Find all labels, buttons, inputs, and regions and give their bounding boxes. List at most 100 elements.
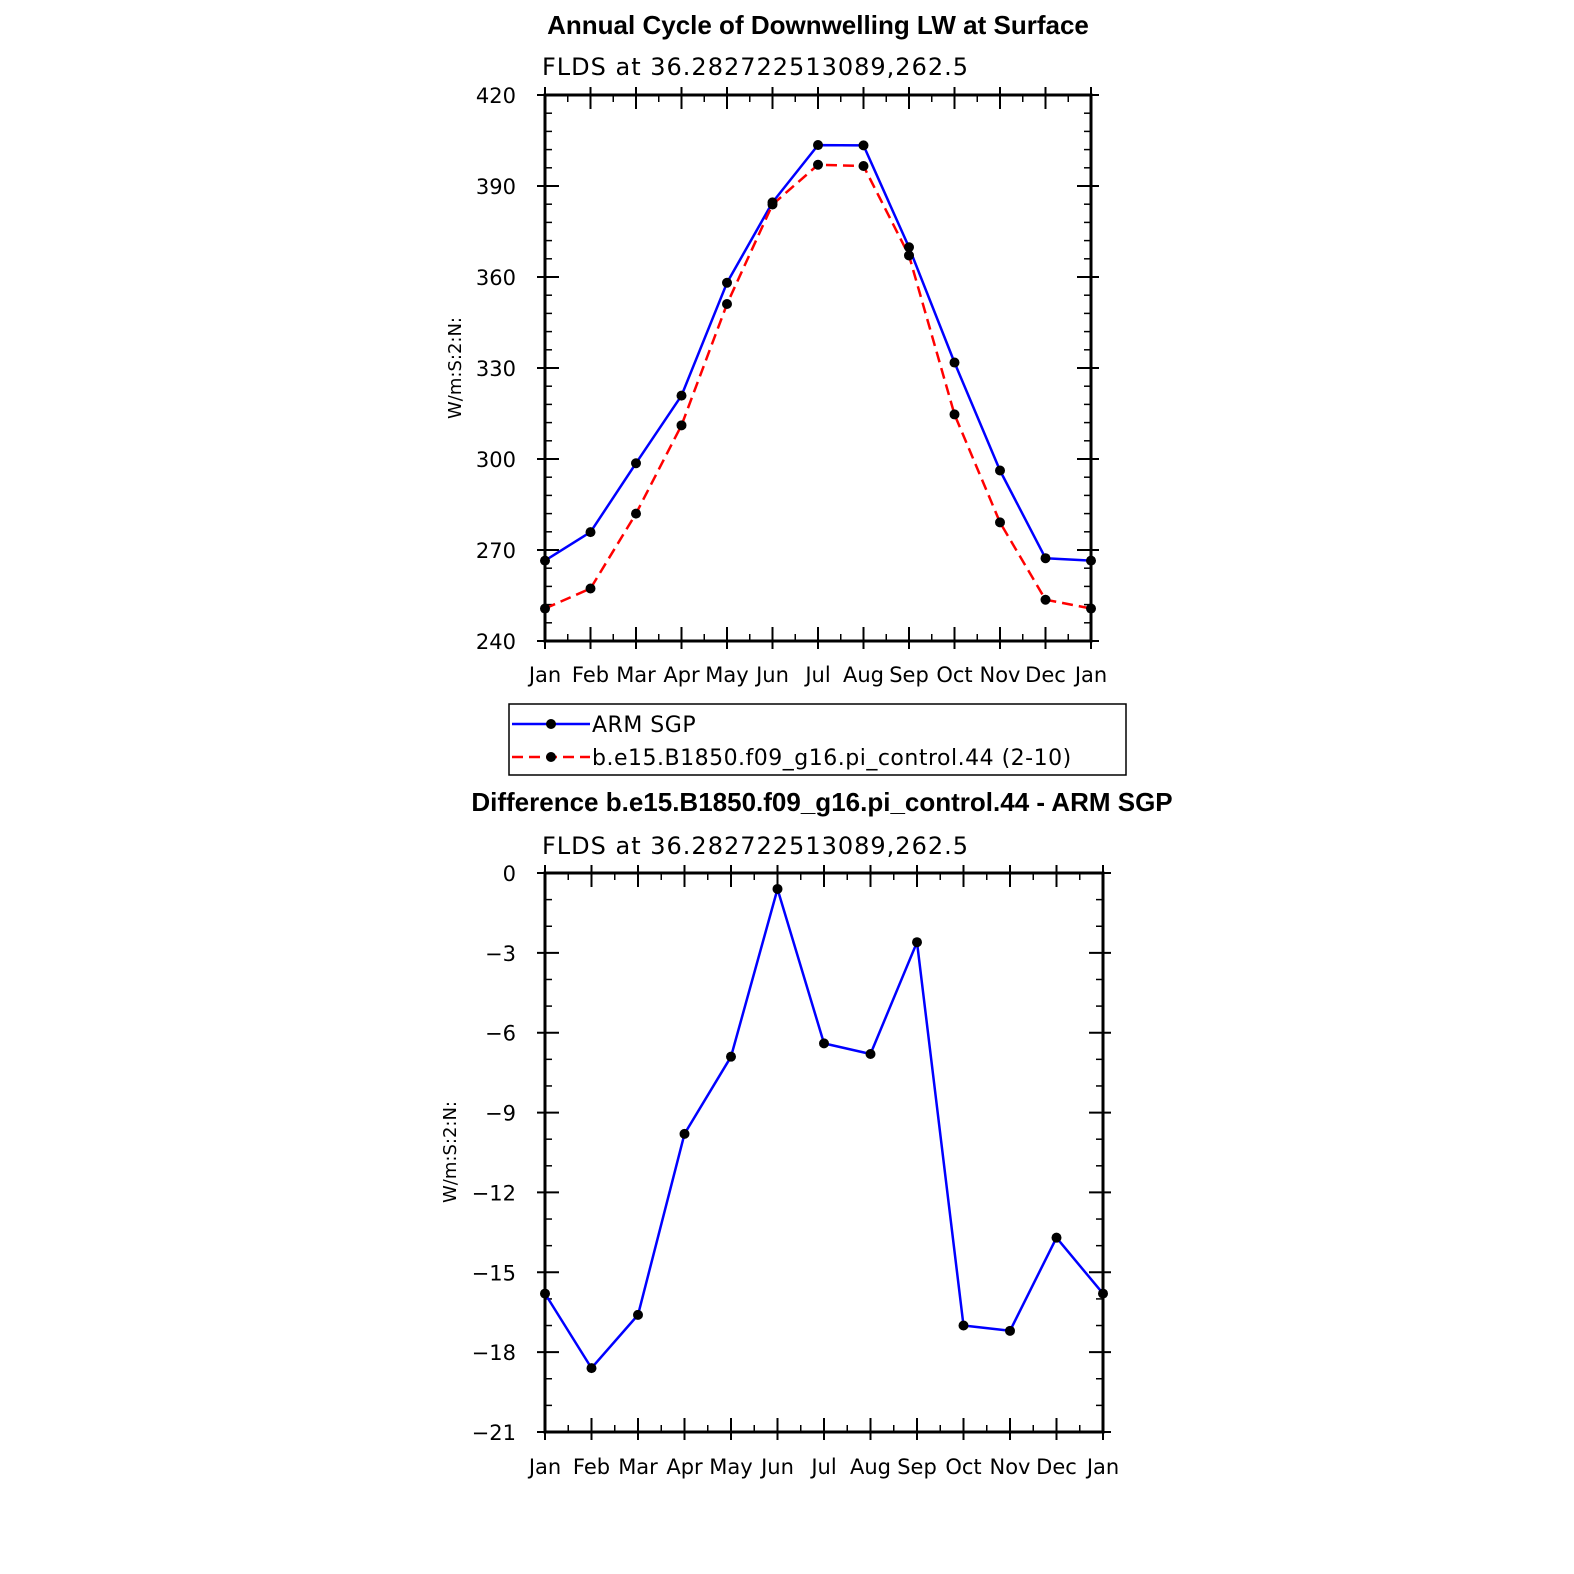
y-tick-label: −15 — [472, 1261, 516, 1285]
legend-label-model: b.e15.B1850.f09_g16.pi_control.44 (2-10) — [592, 746, 1072, 771]
x-tick-label: Sep — [897, 1455, 937, 1479]
plot-frame — [543, 871, 1105, 1434]
y-tick-label: −21 — [472, 1421, 516, 1445]
data-point — [676, 390, 687, 401]
x-tick-label: Jun — [754, 663, 789, 687]
legend-marker-model — [546, 752, 556, 762]
legend: ARM SGP b.e15.B1850.f09_g16.pi_control.4… — [508, 703, 1127, 776]
data-point — [540, 555, 550, 566]
data-point — [958, 1320, 969, 1331]
x-tick-label: Dec — [1036, 1455, 1077, 1479]
data-point — [1086, 603, 1096, 614]
x-tick-label: Jan — [1085, 1455, 1119, 1479]
series-line-0 — [544, 143, 1092, 562]
series-group — [540, 883, 1108, 1374]
y-tick-label: −12 — [472, 1181, 516, 1205]
chart-subtitle: FLDS at 36.282722513089,262.5 — [542, 832, 969, 860]
y-tick-labels: −21 −18 −15 −12 −9 −6 −3 0 — [472, 862, 516, 1445]
data-point — [540, 1288, 550, 1299]
chart-title: Difference b.e15.B1850.f09_g16.pi_contro… — [471, 787, 1172, 817]
annual-cycle-panel: Annual Cycle of Downwelling LW at Surfac… — [445, 10, 1107, 687]
x-tick-label: Feb — [572, 663, 609, 687]
y-tick-label: −9 — [485, 1102, 516, 1126]
data-point — [767, 199, 778, 210]
series-line-0 — [543, 887, 1104, 1370]
x-tick-label: Jan — [527, 663, 561, 687]
y-tick-label: 300 — [476, 448, 516, 472]
data-point — [679, 1128, 690, 1139]
y-axis-label: W/m:S:2:N: — [445, 317, 466, 419]
x-tick-label: May — [705, 663, 748, 687]
legend-label-arm-sgp: ARM SGP — [592, 713, 696, 738]
x-tick-label: Mar — [618, 1455, 658, 1479]
data-point — [1098, 1288, 1108, 1299]
y-tick-label: 360 — [476, 266, 516, 290]
data-point — [813, 159, 823, 170]
x-tick-label: Jul — [803, 663, 830, 687]
y-tick-label: −6 — [485, 1022, 516, 1046]
x-tick-label: Jun — [759, 1455, 794, 1479]
x-tick-label: Jan — [1073, 663, 1107, 687]
chart-title: Annual Cycle of Downwelling LW at Surfac… — [547, 10, 1089, 40]
x-tick-label: Mar — [616, 663, 656, 687]
chart-subtitle: FLDS at 36.282722513089,262.5 — [542, 53, 969, 81]
data-point — [1086, 555, 1096, 566]
x-tick-labels: Jan Feb Mar Apr May Jun Jul Aug Sep Oct Nov Dec Jan — [527, 1455, 1119, 1479]
data-point — [858, 140, 869, 151]
data-point — [995, 517, 1005, 528]
data-point — [949, 357, 960, 368]
data-point — [912, 937, 922, 948]
data-point — [949, 409, 960, 420]
x-tick-label: Oct — [936, 663, 972, 687]
y-axis-label: W/m:S:2:N: — [440, 1101, 461, 1203]
legend-box — [508, 703, 1127, 776]
data-point — [813, 140, 823, 151]
x-tick-label: Aug — [850, 1455, 891, 1479]
x-tick-label: Sep — [889, 663, 929, 687]
y-tick-label: 420 — [476, 84, 516, 108]
y-tick-label: 240 — [476, 630, 516, 654]
data-point — [633, 1309, 643, 1320]
data-point — [540, 603, 550, 614]
x-tick-label: May — [709, 1455, 752, 1479]
series-line-1 — [544, 163, 1092, 610]
data-point — [904, 250, 914, 261]
y-tick-labels: 240 270 300 330 360 390 420 — [476, 84, 516, 654]
y-tick-label: 330 — [476, 357, 516, 381]
x-tick-label: Apr — [666, 1455, 703, 1479]
x-tick-label: Oct — [945, 1455, 981, 1479]
data-point — [585, 583, 596, 594]
x-tick-label: Feb — [573, 1455, 610, 1479]
x-tick-label: Jul — [809, 1455, 836, 1479]
data-point — [631, 458, 641, 469]
x-tick-label: Nov — [990, 1455, 1031, 1479]
data-point — [904, 242, 914, 253]
y-tick-label: −3 — [485, 942, 516, 966]
data-point — [1005, 1325, 1015, 1336]
data-point — [585, 527, 596, 538]
data-point — [722, 277, 732, 288]
data-point — [1051, 1232, 1062, 1243]
x-tick-labels: Jan Feb Mar Apr May Jun Jul Aug Sep Oct Nov Dec Jan — [527, 663, 1107, 687]
data-point — [726, 1051, 736, 1062]
data-point — [676, 420, 687, 431]
data-point — [858, 160, 869, 171]
series-group — [540, 140, 1096, 614]
difference-panel: Difference b.e15.B1850.f09_g16.pi_contro… — [440, 787, 1173, 1479]
x-tick-label: Aug — [843, 663, 884, 687]
data-point — [772, 883, 783, 894]
data-point — [722, 298, 732, 309]
data-point — [1040, 553, 1051, 564]
data-point — [631, 508, 641, 519]
y-tick-label: 390 — [476, 175, 516, 199]
tick-marks — [537, 865, 1111, 1440]
plot-frame — [543, 93, 1093, 643]
y-tick-label: −18 — [472, 1341, 516, 1365]
data-point — [865, 1049, 876, 1060]
x-tick-label: Jan — [527, 1455, 561, 1479]
data-point — [1040, 594, 1051, 605]
y-tick-label: 0 — [503, 862, 516, 886]
tick-marks — [537, 87, 1099, 649]
y-tick-label: 270 — [476, 539, 516, 563]
